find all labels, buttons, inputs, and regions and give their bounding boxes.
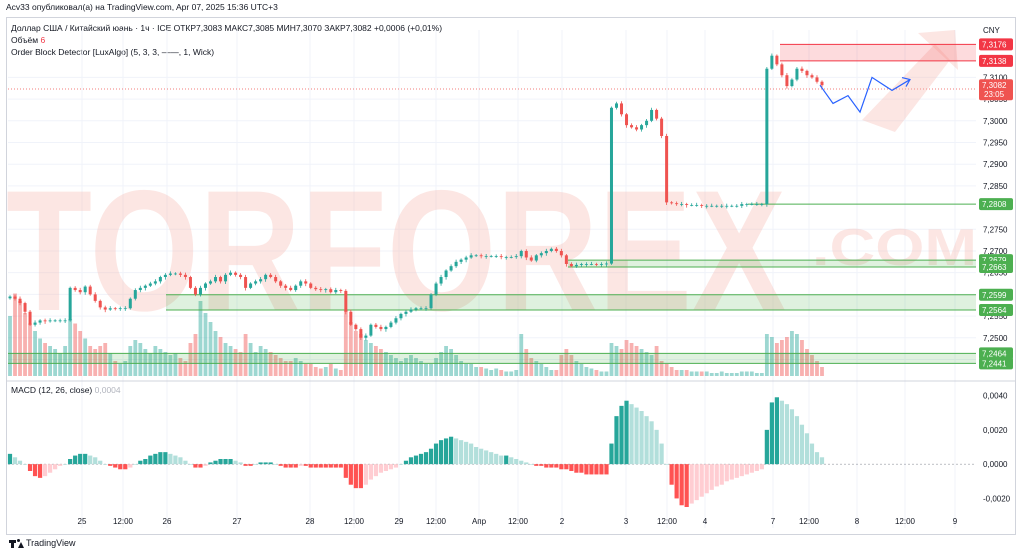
footer: TradingView	[9, 538, 76, 548]
volume-legend[interactable]: Объём 6	[11, 35, 45, 45]
tradingview-logo-icon	[9, 538, 24, 548]
chart-frame[interactable]	[6, 17, 1016, 535]
currency-label[interactable]: CNY	[983, 26, 1000, 35]
footer-brand: TradingView	[26, 538, 76, 548]
symbol-legend[interactable]: Доллар США / Китайский юань · 1ч · ICE О…	[11, 23, 443, 33]
macd-legend[interactable]: MACD (12, 26, close) 0,0004	[11, 385, 121, 395]
indicator-legend[interactable]: Order Block Detector [LuxAlgo] (5, 3, 3,…	[11, 47, 215, 57]
macd-label: MACD (12, 26, close)	[11, 385, 93, 395]
published-by: Acv33 опубликовал(а) на TradingView.com,…	[6, 2, 278, 12]
volume-label: Объём	[11, 35, 39, 45]
volume-value: 6	[40, 35, 46, 45]
macd-value: 0,0004	[94, 385, 121, 395]
